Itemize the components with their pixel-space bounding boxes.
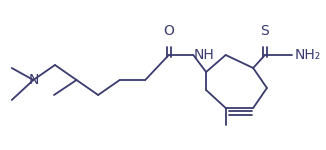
Text: N: N bbox=[28, 73, 38, 87]
Text: S: S bbox=[260, 24, 269, 38]
Text: NH₂: NH₂ bbox=[294, 48, 321, 62]
Text: NH: NH bbox=[193, 48, 214, 62]
Text: O: O bbox=[163, 24, 174, 38]
